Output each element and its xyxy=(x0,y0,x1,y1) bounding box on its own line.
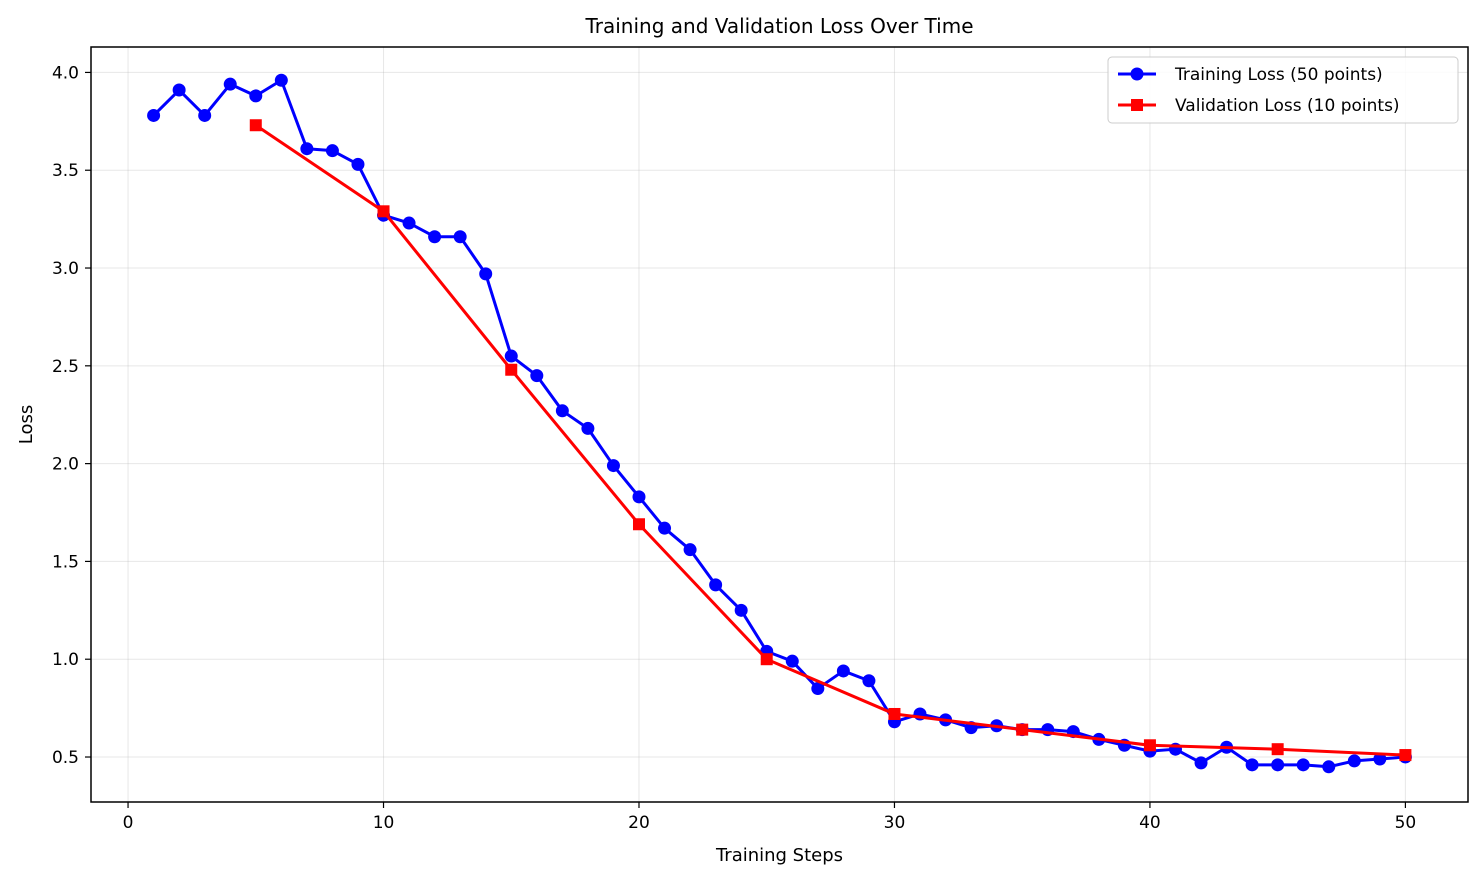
data-point xyxy=(1016,723,1029,736)
data-point xyxy=(1143,739,1156,752)
x-tick-label: 40 xyxy=(1139,813,1161,833)
y-axis-label: Loss xyxy=(16,405,37,444)
data-point xyxy=(1194,756,1208,770)
data-point xyxy=(785,654,799,668)
y-axis: 0.5 1.0 1.5 2.0 2.5 3.0 3.5 4.0 xyxy=(52,63,91,768)
plot-frame xyxy=(90,46,1469,803)
data-point xyxy=(249,89,263,103)
x-tick-label: 10 xyxy=(373,813,395,833)
data-point xyxy=(479,267,493,281)
series-validation-loss xyxy=(249,119,1412,762)
grid-lines xyxy=(91,47,1468,802)
x-tick-label: 20 xyxy=(628,813,650,833)
data-point xyxy=(351,157,365,171)
data-point xyxy=(606,459,620,473)
data-point xyxy=(862,674,876,688)
legend-marker xyxy=(1130,67,1144,81)
data-point xyxy=(581,421,595,435)
x-tick-label: 30 xyxy=(884,813,906,833)
y-tick-label: 4.0 xyxy=(52,63,79,83)
y-tick-label: 1.5 xyxy=(52,552,79,572)
data-point xyxy=(325,144,339,158)
data-point xyxy=(1373,752,1387,766)
data-point xyxy=(147,108,161,122)
data-point xyxy=(505,363,518,376)
data-point xyxy=(811,682,825,696)
data-point xyxy=(402,216,416,230)
x-axis-label: Training Steps xyxy=(715,845,843,866)
chart-title: Training and Validation Loss Over Time xyxy=(584,14,973,38)
data-point xyxy=(249,119,262,132)
data-point xyxy=(836,664,850,678)
data-point xyxy=(760,653,773,666)
data-point xyxy=(300,142,314,156)
data-point xyxy=(504,349,518,363)
x-axis: 0 10 20 30 40 50 xyxy=(123,802,1417,833)
legend-marker xyxy=(1131,99,1143,111)
legend-box xyxy=(1107,56,1459,124)
x-tick-label: 50 xyxy=(1395,813,1417,833)
y-tick-label: 2.0 xyxy=(52,455,79,475)
data-point xyxy=(1245,758,1259,772)
y-tick-label: 2.5 xyxy=(52,357,79,377)
data-point xyxy=(1271,758,1285,772)
plot-series xyxy=(147,73,1412,774)
y-tick-label: 3.0 xyxy=(52,259,79,279)
data-point xyxy=(223,77,237,91)
data-point xyxy=(172,83,186,97)
series-line xyxy=(254,123,1406,757)
x-tick-label: 0 xyxy=(123,813,134,833)
data-point xyxy=(1296,758,1310,772)
y-tick-label: 0.5 xyxy=(52,748,79,768)
legend: Training Loss (50 points) Validation Loss… xyxy=(1107,56,1459,124)
legend-label: Training Loss (50 points) xyxy=(1174,65,1383,85)
data-point xyxy=(632,518,645,531)
data-point xyxy=(1347,754,1361,768)
legend-item: Validation Loss (10 points) xyxy=(1118,96,1400,116)
data-point xyxy=(683,543,697,557)
legend-label: Validation Loss (10 points) xyxy=(1175,96,1400,116)
data-point xyxy=(428,230,442,244)
data-point xyxy=(632,490,646,504)
y-tick-label: 3.5 xyxy=(52,161,79,181)
y-tick-label: 1.0 xyxy=(52,650,79,670)
data-point xyxy=(530,369,544,383)
data-point xyxy=(377,205,390,218)
data-point xyxy=(709,578,723,592)
data-point xyxy=(198,108,212,122)
legend-item: Training Loss (50 points) xyxy=(1118,65,1383,85)
data-point xyxy=(453,230,467,244)
data-point xyxy=(734,603,748,617)
data-point xyxy=(1271,743,1284,756)
data-point xyxy=(888,707,901,720)
data-point xyxy=(658,521,672,535)
data-point xyxy=(274,73,288,87)
data-point xyxy=(1322,760,1336,774)
data-point xyxy=(555,404,569,418)
data-point xyxy=(1399,749,1412,762)
